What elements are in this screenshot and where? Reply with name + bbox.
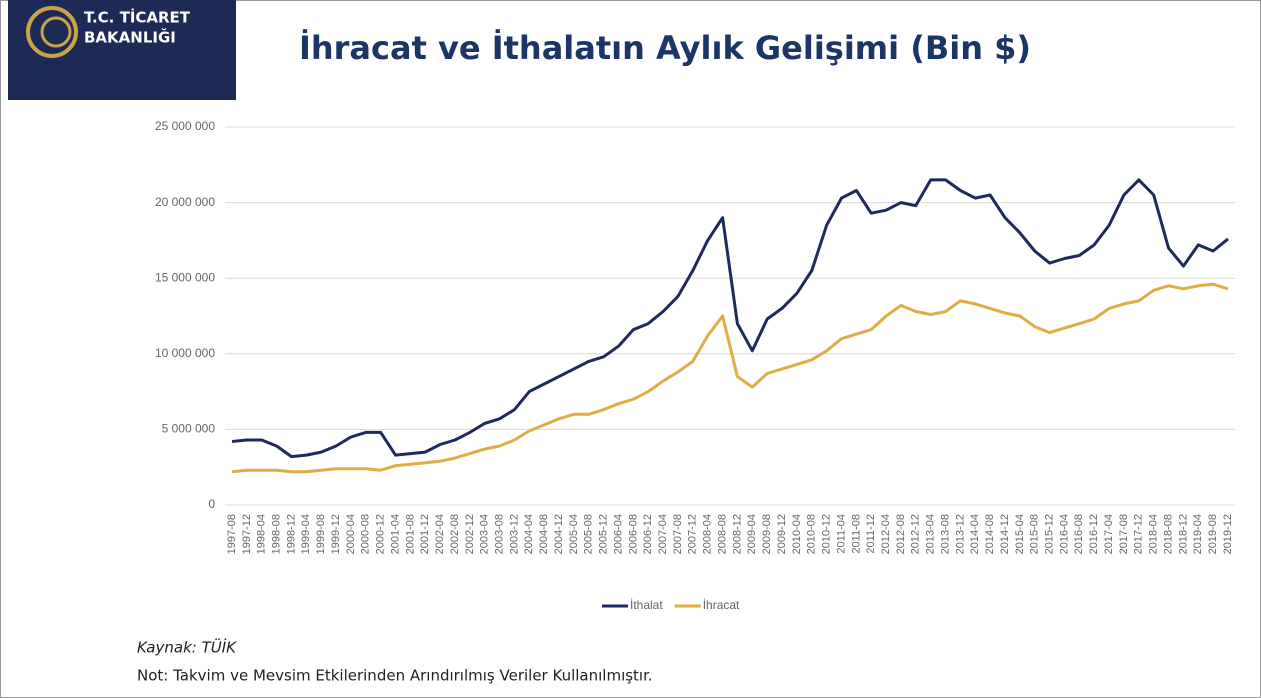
x-tick-label: 2006-08 — [627, 514, 639, 554]
x-tick-label: 2015-12 — [1044, 514, 1056, 554]
x-tick-label: 2008-12 — [731, 514, 743, 554]
x-tick-label: 2014-04 — [969, 514, 981, 554]
note: Not: Takvim ve Mevsim Etkilerinden Arınd… — [137, 667, 653, 685]
x-tick-label: 2003-04 — [479, 514, 491, 554]
x-tick-label: 2017-12 — [1133, 514, 1145, 554]
x-tick-label: 1999-08 — [315, 514, 327, 554]
x-tick-label: 2009-08 — [761, 514, 773, 554]
x-tick-label: 2006-12 — [642, 514, 654, 554]
logo-text: T.C. TİCARET — [84, 8, 191, 27]
x-tick-label: 2004-08 — [538, 514, 550, 554]
legend-label: İthalat — [630, 598, 663, 612]
x-tick-label: 2008-08 — [716, 514, 728, 554]
y-tick-label: 20 000 000 — [155, 195, 215, 209]
x-tick-label: 2005-12 — [598, 514, 610, 554]
x-tick-label: 1998-12 — [285, 514, 297, 554]
x-tick-label: 2008-04 — [702, 514, 714, 554]
x-tick-label: 2016-12 — [1088, 514, 1100, 554]
x-tick-label: 2013-12 — [954, 514, 966, 554]
x-tick-label: 2007-12 — [687, 514, 699, 554]
x-tick-label: 2013-08 — [939, 514, 951, 554]
logo-text: BAKANLIĞI — [84, 28, 176, 47]
x-tick-label: 2001-04 — [389, 514, 401, 554]
x-tick-label: 2017-04 — [1103, 514, 1115, 554]
logo-box — [8, 0, 236, 100]
x-tick-label: 2009-04 — [746, 514, 758, 554]
x-tick-label: 1999-04 — [300, 514, 312, 554]
x-tick-label: 1997-08 — [226, 514, 238, 554]
x-tick-label: 2010-04 — [791, 514, 803, 554]
x-tick-label: 2005-04 — [568, 514, 580, 554]
x-tick-label: 2010-12 — [821, 514, 833, 554]
series-line — [231, 282, 1229, 474]
y-tick-label: 0 — [208, 497, 215, 511]
logo-emblem-inner — [40, 16, 72, 48]
x-tick-label: 2012-12 — [910, 514, 922, 554]
chart-title: İhracat ve İthalatın Aylık Gelişimi (Bin… — [299, 29, 1031, 67]
y-tick-label: 15 000 000 — [155, 270, 215, 284]
x-tick-label: 2001-08 — [404, 514, 416, 554]
x-tick-label: 2015-08 — [1029, 514, 1041, 554]
x-tick-label: 2013-04 — [925, 514, 937, 554]
x-tick-label: 2016-08 — [1073, 514, 1085, 554]
x-tick-label: 1997-12 — [241, 514, 253, 554]
x-tick-label: 2019-12 — [1222, 514, 1234, 554]
x-tick-label: 2004-12 — [553, 514, 565, 554]
x-tick-label: 1999-12 — [330, 514, 342, 554]
x-tick-label: 2007-04 — [657, 514, 669, 554]
x-tick-label: 2001-12 — [419, 514, 431, 554]
x-tick-label: 2011-08 — [850, 514, 862, 554]
x-tick-label: 2000-04 — [345, 514, 357, 554]
x-tick-label: 2009-12 — [776, 514, 788, 554]
y-tick-label: 5 000 000 — [162, 422, 216, 436]
x-tick-label: 2015-04 — [1014, 514, 1026, 554]
x-tick-label: 2006-04 — [612, 514, 624, 554]
x-tick-label: 2014-08 — [984, 514, 996, 554]
x-tick-label: 2000-12 — [375, 514, 387, 554]
x-tick-label: 2011-12 — [865, 514, 877, 554]
x-tick-label: 2012-08 — [895, 514, 907, 554]
x-tick-label: 2018-12 — [1177, 514, 1189, 554]
x-tick-label: 2003-08 — [493, 514, 505, 554]
x-tick-label: 2017-08 — [1118, 514, 1130, 554]
x-tick-label: 2002-08 — [449, 514, 461, 554]
x-tick-label: 2012-04 — [880, 514, 892, 554]
source: Kaynak: TÜİK — [137, 638, 237, 657]
x-tick-label: 1998-04 — [256, 514, 268, 554]
x-tick-label: 1998-08 — [271, 514, 283, 554]
x-tick-label: 2011-04 — [835, 514, 847, 554]
legend-label: İhracat — [703, 598, 740, 612]
x-tick-label: 2016-04 — [1058, 514, 1070, 554]
logo-emblem — [26, 6, 78, 58]
x-tick-label: 2002-04 — [434, 514, 446, 554]
y-tick-label: 25 000 000 — [155, 119, 215, 133]
y-tick-label: 10 000 000 — [155, 346, 215, 360]
x-tick-label: 2014-12 — [999, 514, 1011, 554]
x-tick-label: 2018-04 — [1148, 514, 1160, 554]
x-tick-label: 2002-12 — [464, 514, 476, 554]
x-tick-label: 2010-08 — [806, 514, 818, 554]
x-tick-label: 2003-12 — [508, 514, 520, 554]
x-tick-label: 2019-04 — [1192, 514, 1204, 554]
x-tick-label: 2005-08 — [583, 514, 595, 554]
x-tick-label: 2018-08 — [1162, 514, 1174, 554]
x-tick-label: 2019-08 — [1207, 514, 1219, 554]
x-tick-label: 2004-04 — [523, 514, 535, 554]
x-tick-label: 2000-08 — [360, 514, 372, 554]
series-line — [231, 178, 1229, 459]
x-tick-label: 2007-08 — [672, 514, 684, 554]
